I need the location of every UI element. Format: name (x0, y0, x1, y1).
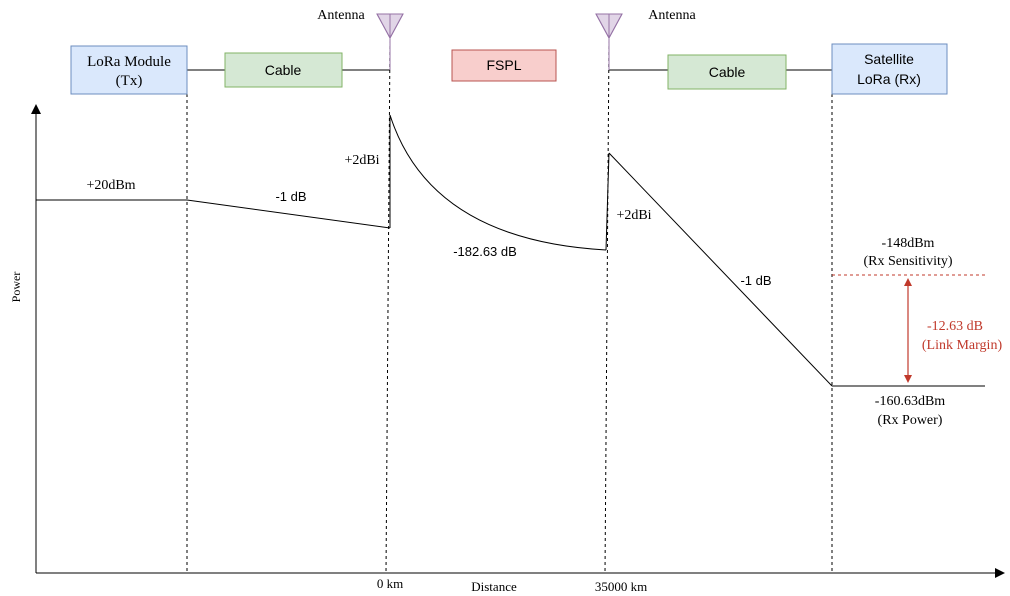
rx-power-value: -160.63dBm (875, 394, 946, 409)
antenna-right-spoke-r (608, 13, 623, 39)
cable-right-box (667, 54, 787, 90)
cable-left-label: Cable (265, 62, 302, 78)
fspl-label: FSPL (486, 57, 521, 73)
power-curve (36, 114, 985, 387)
tx-power-label: +20dBm (86, 178, 135, 193)
fspl-loss-label: -182.63 dB (453, 244, 517, 259)
separator-lines (186, 39, 833, 574)
rx-sensitivity-value: -148dBm (882, 236, 935, 251)
annotations: +20dBm -1 dB +2dBi -182.63 dB +2dBi -1 d… (86, 153, 1002, 428)
cable-left-box (224, 52, 343, 88)
x-tick-35000km: 35000 km (595, 579, 647, 594)
rx-block: Satellite LoRa (Rx) (831, 43, 948, 95)
rx-sensitivity-label: (Rx Sensitivity) (863, 254, 952, 269)
tx-block-line2: (Tx) (116, 73, 143, 89)
antenna-gain-right-label: +2dBi (616, 208, 651, 223)
rx-block-box (831, 43, 948, 95)
antenna-gain-left-label: +2dBi (344, 153, 379, 168)
cable-loss-right-label: -1 dB (740, 273, 771, 288)
antenna-right: Antenna (595, 8, 696, 70)
y-axis-label: Power (9, 272, 23, 303)
cable-loss-left-slope (186, 199, 391, 229)
tx-block: LoRa Module (Tx) (70, 45, 188, 95)
rx-power-label: (Rx Power) (878, 413, 943, 428)
cable-left-block: Cable (224, 52, 343, 88)
link-margin-label: (Link Margin) (922, 338, 1003, 353)
fspl-loss-curve (389, 114, 607, 251)
tx-block-box (70, 45, 188, 95)
rx-block-line1: Satellite (864, 51, 914, 67)
tx-block-line1: LoRa Module (87, 54, 171, 70)
axes: Power Distance 0 km 35000 km (9, 104, 1005, 594)
antenna-left-spoke-r (389, 13, 404, 39)
cable-right-label: Cable (709, 64, 746, 80)
antenna-left-spoke-l (376, 13, 391, 39)
rx-block-line2: LoRa (Rx) (857, 71, 921, 87)
antenna-right-spoke-l (595, 13, 610, 39)
separator-antenna-left (385, 39, 391, 574)
antenna-gain-right-jump (605, 152, 610, 251)
antenna-left: Antenna (317, 8, 404, 70)
antenna-left-label: Antenna (317, 8, 365, 23)
fspl-box (451, 49, 557, 82)
x-axis-label: Distance (471, 579, 517, 594)
separator-antenna-right (604, 39, 610, 574)
fspl-block: FSPL (451, 49, 557, 82)
cable-loss-right-slope (608, 152, 833, 387)
cable-loss-left-label: -1 dB (275, 189, 306, 204)
link-margin-value: -12.63 dB (927, 319, 983, 334)
antenna-right-label: Antenna (648, 8, 696, 23)
cable-right-block: Cable (667, 54, 787, 90)
x-tick-0km: 0 km (377, 576, 403, 591)
